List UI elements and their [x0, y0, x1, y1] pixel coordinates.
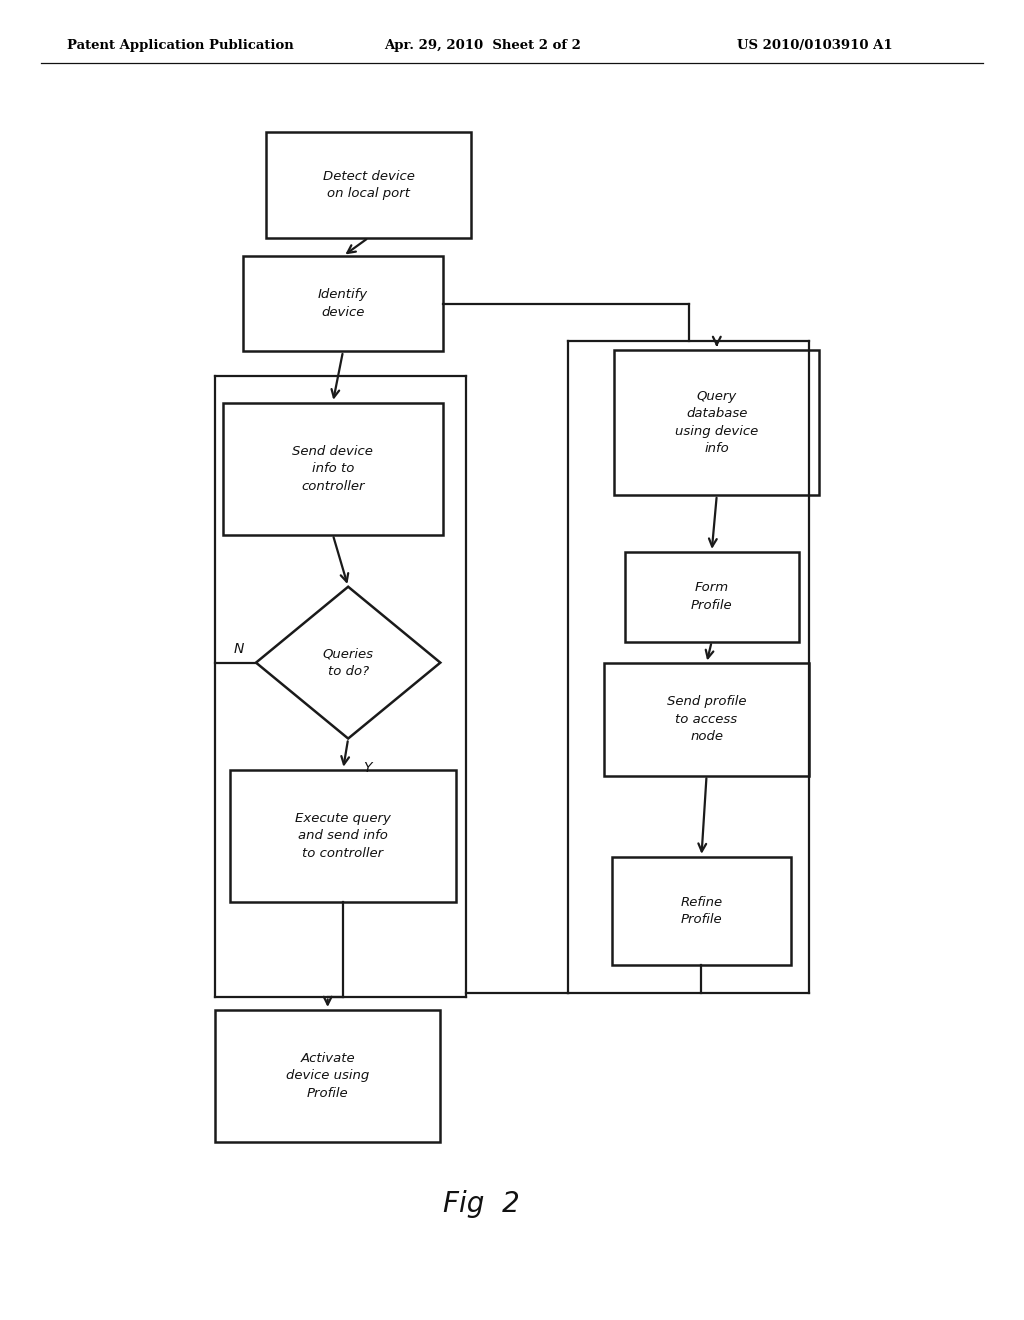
- Bar: [215, 1010, 440, 1142]
- Text: Patent Application Publication: Patent Application Publication: [67, 38, 293, 51]
- Text: Fig  2: Fig 2: [443, 1189, 519, 1218]
- Text: Queries
to do?: Queries to do?: [323, 647, 374, 678]
- Bar: [244, 256, 442, 351]
- Bar: [614, 350, 819, 495]
- Text: Query
database
using device
info: Query database using device info: [675, 389, 759, 455]
- Bar: [604, 663, 809, 776]
- Text: Detect device
on local port: Detect device on local port: [323, 169, 415, 201]
- Text: Execute query
and send info
to controller: Execute query and send info to controlle…: [295, 812, 391, 859]
- Text: Send profile
to access
node: Send profile to access node: [667, 696, 746, 743]
- Bar: [223, 403, 442, 535]
- Text: Y: Y: [364, 760, 372, 775]
- Text: US 2010/0103910 A1: US 2010/0103910 A1: [737, 38, 893, 51]
- Bar: [230, 770, 456, 902]
- Bar: [266, 132, 471, 238]
- Text: N: N: [233, 643, 244, 656]
- Bar: [625, 552, 799, 642]
- Text: Form
Profile: Form Profile: [691, 581, 732, 612]
- Text: Apr. 29, 2010  Sheet 2 of 2: Apr. 29, 2010 Sheet 2 of 2: [384, 38, 581, 51]
- Text: Activate
device using
Profile: Activate device using Profile: [286, 1052, 370, 1100]
- Polygon shape: [256, 586, 440, 739]
- Text: Refine
Profile: Refine Profile: [680, 895, 723, 927]
- Bar: [612, 857, 791, 965]
- Text: Send device
info to
controller: Send device info to controller: [293, 445, 373, 492]
- Text: Identify
device: Identify device: [318, 288, 368, 319]
